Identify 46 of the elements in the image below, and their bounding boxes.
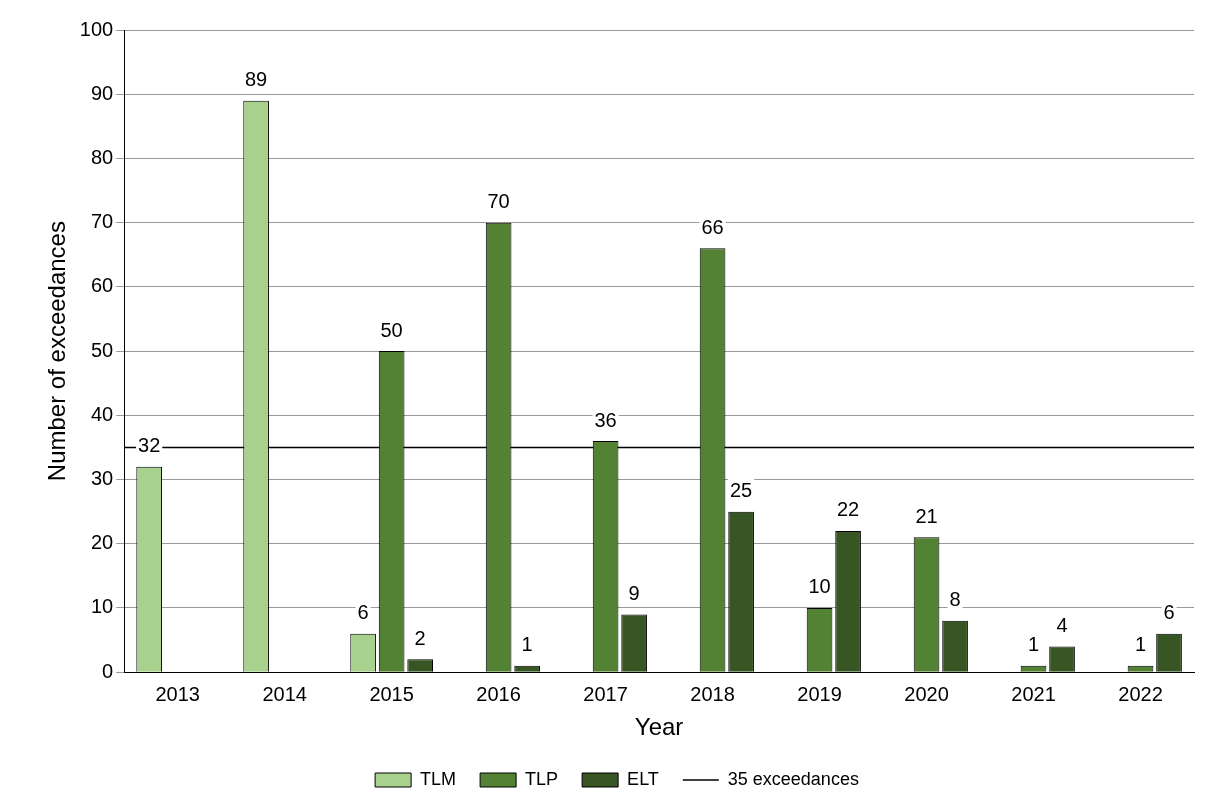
y-tick-label: 30 bbox=[90, 467, 114, 490]
data-label: 10 bbox=[808, 575, 831, 598]
y-tick-label: 20 bbox=[90, 531, 114, 554]
data-label: 1 bbox=[1027, 633, 1040, 656]
data-label: 66 bbox=[701, 215, 724, 238]
data-label: 4 bbox=[1056, 614, 1068, 637]
data-label: 21 bbox=[915, 504, 938, 527]
legend-label: 35 exceedances bbox=[727, 768, 859, 789]
data-label: 8 bbox=[949, 588, 961, 611]
x-tick-label: 2016 bbox=[476, 682, 521, 705]
y-tick-label: 70 bbox=[90, 210, 114, 233]
data-label: 6 bbox=[1163, 601, 1175, 624]
y-axis-title: Number of exceedances bbox=[43, 221, 71, 482]
x-tick-label: 2018 bbox=[690, 682, 735, 705]
data-label: 1 bbox=[521, 633, 533, 656]
legend-label: TLP bbox=[525, 768, 559, 789]
x-tick-label: 2017 bbox=[583, 682, 628, 705]
y-tick-label: 100 bbox=[79, 17, 114, 40]
y-tick-label: 90 bbox=[90, 81, 114, 104]
data-label: 50 bbox=[380, 318, 403, 341]
y-tick-label: 0 bbox=[102, 659, 114, 682]
x-tick-label: 2015 bbox=[369, 682, 414, 705]
data-label: 22 bbox=[836, 498, 860, 521]
y-tick-label: 80 bbox=[90, 145, 114, 168]
y-tick-label: 60 bbox=[90, 274, 114, 297]
x-tick-label: 2020 bbox=[904, 682, 949, 705]
x-tick-label: 2014 bbox=[262, 682, 307, 705]
data-label: 9 bbox=[628, 581, 640, 604]
y-tick-label: 10 bbox=[90, 595, 114, 618]
x-tick-label: 2019 bbox=[797, 682, 842, 705]
data-label: 89 bbox=[244, 68, 268, 91]
x-tick-label: 2022 bbox=[1118, 682, 1163, 705]
y-tick-label: 40 bbox=[90, 402, 114, 425]
x-axis-title: Year bbox=[634, 713, 684, 741]
legend-label: TLM bbox=[420, 768, 457, 789]
data-label: 70 bbox=[487, 190, 510, 213]
data-label: 32 bbox=[138, 434, 161, 457]
data-label: 36 bbox=[594, 408, 617, 431]
x-tick-label: 2013 bbox=[155, 682, 200, 705]
data-label: 1 bbox=[1134, 633, 1147, 656]
x-tick-label: 2021 bbox=[1011, 682, 1056, 705]
data-label: 2 bbox=[414, 626, 426, 649]
legend-label: ELT bbox=[627, 768, 659, 789]
data-label: 25 bbox=[729, 479, 753, 502]
data-label: 6 bbox=[357, 601, 369, 624]
y-tick-label: 50 bbox=[90, 338, 114, 361]
